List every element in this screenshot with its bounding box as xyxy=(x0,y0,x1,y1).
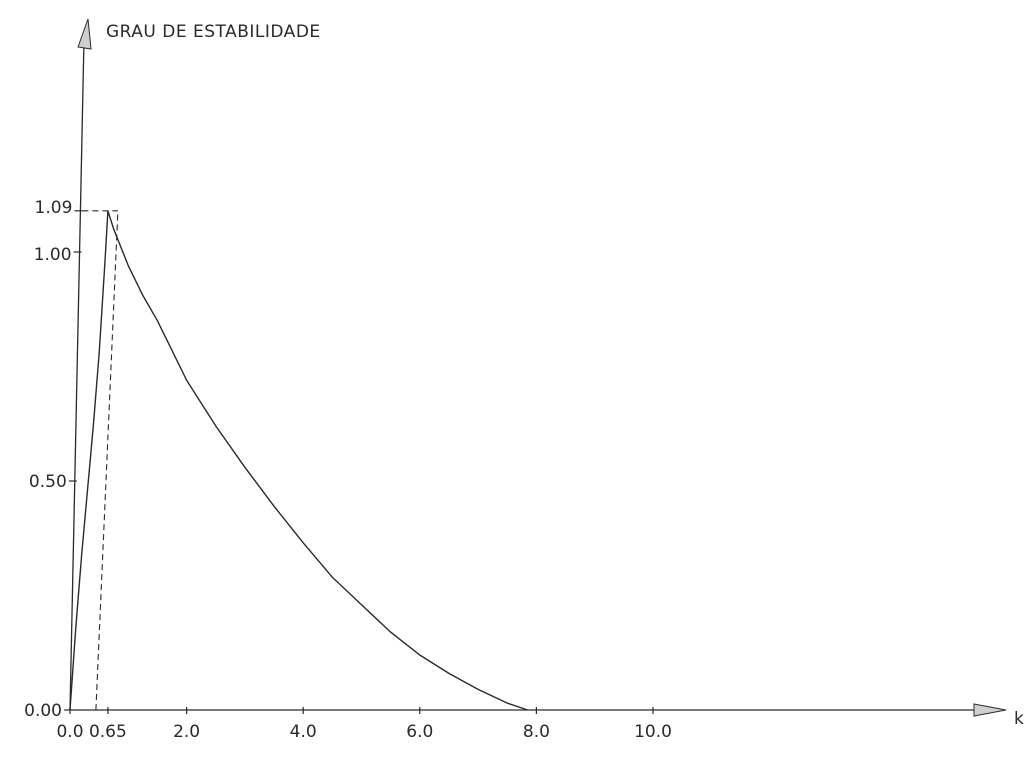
x-tick-label: 6.0 xyxy=(406,722,433,742)
y-tick-label: 1.00 xyxy=(34,245,72,265)
series-line xyxy=(69,210,528,711)
x-tick-label: 10.0 xyxy=(634,722,672,742)
reference-lines xyxy=(82,210,119,711)
y-tick-label: 0.00 xyxy=(24,701,62,721)
reference-line-vertical xyxy=(95,210,119,711)
y-tick-label: 0.50 xyxy=(29,472,67,492)
y-axis-line xyxy=(69,38,85,711)
y-axis-title: GRAU DE ESTABILIDADE xyxy=(106,22,321,42)
axes xyxy=(69,18,1007,717)
x-tick-label: 0.65 xyxy=(89,722,127,742)
x-tick-label: 2.0 xyxy=(173,722,200,742)
y-tick-label: 1.09 xyxy=(35,198,73,218)
x-tick-label: 8.0 xyxy=(523,722,550,742)
x-axis-title: k xyxy=(1014,709,1024,729)
x-tick-label: 4.0 xyxy=(290,722,317,742)
series xyxy=(69,210,528,711)
y-axis-arrow-icon xyxy=(77,18,92,50)
ticks: 0.00 0.50 1.00 1.09 0.0 0.65 2.0 4.0 6.0 8.0 10.0 xyxy=(24,198,672,742)
x-axis-arrow-icon xyxy=(973,703,1007,717)
x-tick-label: 0.0 xyxy=(56,722,83,742)
